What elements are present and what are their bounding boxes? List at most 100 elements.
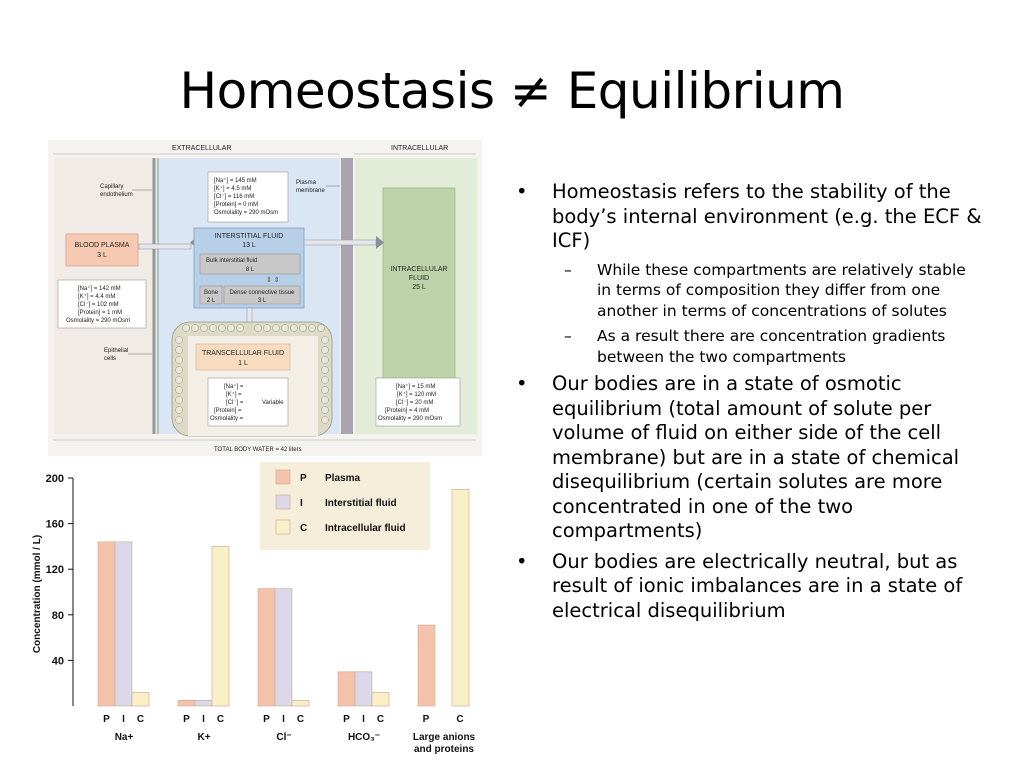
legend-swatch-P [275,469,291,485]
series-sublabel: C [137,714,144,725]
sub-bullet-text: As a result there are concentration grad… [597,327,946,366]
bullet-text: Our bodies are electrically neutral, but… [552,549,963,622]
transcellular-value-osmolality: Osmolality = [210,416,244,422]
series-sublabel: I [202,714,205,725]
transcellular-value-cl: [Cl⁻] = [226,400,244,406]
bar-C-2 [291,700,310,707]
bar-C-1 [211,546,230,707]
bar-P-2 [257,588,276,707]
series-sublabel: C [297,714,304,725]
legend-key: C [300,523,307,534]
bar-P-3 [337,671,356,707]
bulk-interstitial-name: Bulk interstitial fluid [206,258,257,264]
bone-box [199,285,223,305]
bullet-text: Our bodies are in a state of osmotic equ… [552,372,960,542]
intracellular-value-na: [Na⁺] = 15 mM [396,383,435,390]
intracellular-fluid-name-2: FLUID [409,275,429,282]
bone-name: Bone [204,290,219,296]
bar-I-2 [274,588,293,707]
legend-swatch-I [275,494,291,510]
series-sublabel: P [423,714,430,725]
series-sublabel: P [183,714,190,725]
y-tick-label: 40 [52,655,64,667]
category-label: Large anions [413,732,476,743]
interstitial-value-cl: [Cl⁻] = 116 mM [214,194,254,200]
bar-I-1 [194,700,213,707]
bar-P-1 [177,700,196,707]
dash-marker: – [564,327,572,345]
sub-bullet-item: – While these compartments are relatively… [512,260,982,322]
plasma-value-protein: [Protein] = 1 mM [78,310,122,316]
total-body-water: TOTAL BODY WATER = 42 liters [214,447,302,453]
bar-P-0 [97,541,116,707]
transcellular-fluid-box [195,343,291,371]
y-tick-label: 200 [46,473,64,485]
blood-plasma-name: BLOOD PLASMA [75,242,130,249]
interstitial-value-na: [Na⁺] = 145 mM [214,177,257,184]
series-sublabel: C [217,714,224,725]
legend-label: Interstitial fluid [325,498,397,509]
chart-ylabel: Concentration (mmol / L) [32,535,43,653]
bullet-marker: • [516,180,528,203]
category-label: and proteins [414,744,474,755]
series-sublabel: I [122,714,125,725]
capillary-endothelium-label-1: Capillary [100,184,123,190]
chart-legend: P Plasma I Interstitial fluid C Intracellular… [260,462,430,550]
interstitial-fluid-volume: 13 L [242,242,256,249]
series-sublabel: C [456,714,463,725]
plasma-value-cl: [Cl⁻] = 102 mM [78,302,119,308]
bullet-text: Homeostasis refers to the stability of t… [552,180,982,252]
bullet-list: • Homeostasis refers to the stability of … [512,180,982,629]
epithelial-cells-label-2: cells [104,356,116,362]
svg-text:⇕ ⇕: ⇕ ⇕ [266,276,280,284]
series-sublabel: P [263,714,270,725]
bullet-marker: • [516,549,528,573]
interstitial-value-protein: [Protein] = 0 mM [214,202,258,208]
epithelial-cells [175,324,329,424]
transcellular-fluid-volume: 1 L [238,360,248,367]
bar-I-0 [114,541,133,707]
y-tick-label: 120 [46,564,64,576]
bone-volume: 2 L [207,298,216,304]
sub-bullet-text: While these compartments are relatively … [597,260,966,320]
legend-key: P [300,473,307,484]
y-tick-label: 80 [52,610,64,622]
transcellular-value-protein: [Protein] = [214,408,242,414]
dense-connective-volume: 3 L [258,298,267,304]
dash-marker: – [564,260,572,279]
intracellular-fluid-name-1: INTRACELLULAR [390,266,447,273]
legend-key: I [300,498,303,509]
transcellular-value-k: [K⁺] = [226,391,242,398]
bar-C-4 [451,489,470,707]
category-label: HCO₃⁻ [348,732,380,743]
bar-P-4 [417,624,436,707]
series-sublabel: C [377,714,384,725]
body-fluid-diagram: EXTRACELLULAR INTRACELLULAR INTRACELLULA… [48,140,482,456]
dense-connective-name: Dense connective tissue [229,290,295,296]
legend-label: Intracellular fluid [325,523,406,534]
bar-I-3 [354,671,373,707]
category-label: Na+ [115,732,134,743]
intracellular-value-osmolality: Osmolality = 290 mOsm [378,416,442,422]
blood-plasma-volume: 3 L [97,252,107,259]
transcellular-value-na: [Na⁺] = [224,383,244,390]
ion-concentration-chart: Concentration (mmol / L) 40 80 120 160 200 P… [28,456,490,760]
bullet-item: • Our bodies are in a state of osmotic eq… [512,372,982,544]
blood-plasma-box [65,233,139,267]
series-sublabel: P [103,714,110,725]
epithelial-cells-label-1: Epithelial [104,348,128,354]
transcellular-fluid-name: TRANSCELLULAR FLUID [202,350,284,357]
capillary-endothelium-label-2: endothelium [100,192,133,198]
bullet-item: • Homeostasis refers to the stability of … [512,180,982,254]
slide-title: Homeostasis ≠ Equilibrium [179,62,846,120]
dense-connective-box [223,285,301,305]
plasma-membrane-label-1: Plasma [296,180,317,186]
series-sublabel: P [343,714,350,725]
plasma-membrane-label-2: membrane [296,188,325,194]
bullet-marker: • [516,372,528,395]
plasma-value-k: [K⁺] = 4.4 mM [78,293,115,300]
legend-swatch-C [275,519,291,535]
bar-C-0 [131,692,150,707]
sub-bullet-item: – As a result there are concentration gra… [512,326,982,367]
category-label: Cl⁻ [276,732,291,743]
